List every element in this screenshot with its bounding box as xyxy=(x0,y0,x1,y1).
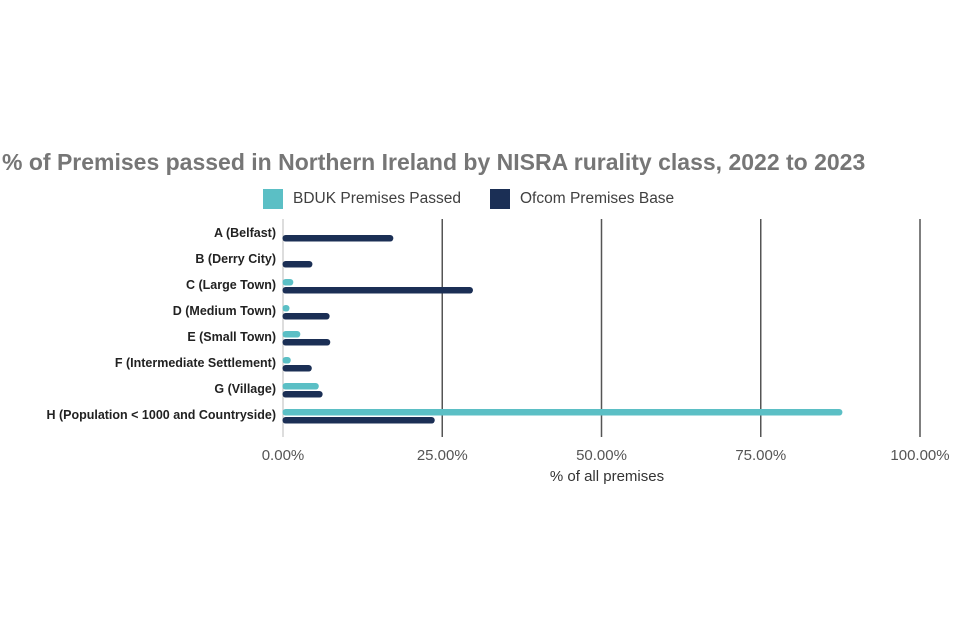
legend-swatch-ofcom xyxy=(490,189,510,209)
x-tick-labels: 0.00% 25.00% 50.00% 75.00% 100.00% xyxy=(262,447,950,464)
bar-ofcom-premises-base-b-derry-city xyxy=(282,261,313,268)
category-label: C (Large Town) xyxy=(186,278,276,292)
x-tick-label: 75.00% xyxy=(735,447,786,464)
bar-ofcom-premises-base-c-large-town xyxy=(282,287,473,294)
category-label: E (Small Town) xyxy=(187,330,276,344)
x-tick-label: 100.00% xyxy=(890,447,949,464)
category-label: D (Medium Town) xyxy=(173,304,276,318)
bar-ofcom-premises-base-h-population-1000-and-countryside xyxy=(282,417,435,424)
category-label: A (Belfast) xyxy=(214,226,276,240)
category-labels: A (Belfast) B (Derry City) C (Large Town) D… xyxy=(46,226,276,422)
bar-ofcom-premises-base-a-belfast xyxy=(282,235,394,242)
legend-swatch-bduk xyxy=(263,189,283,209)
legend-label-bduk: BDUK Premises Passed xyxy=(293,190,461,207)
bar-bduk-premises-passed-g-village xyxy=(282,383,319,390)
legend-item-bduk: BDUK Premises Passed xyxy=(263,187,461,211)
bar-ofcom-premises-base-g-village xyxy=(282,391,323,398)
bar-bduk-premises-passed-f-intermediate-settlement xyxy=(282,357,291,364)
legend-item-ofcom: Ofcom Premises Base xyxy=(490,187,674,211)
category-label: G (Village) xyxy=(214,382,276,396)
bar-ofcom-premises-base-d-medium-town xyxy=(282,313,330,320)
x-tick-label: 0.00% xyxy=(262,447,305,464)
bar-bduk-premises-passed-c-large-town xyxy=(282,279,294,286)
x-tick-label: 25.00% xyxy=(417,447,468,464)
x-tick-label: 50.00% xyxy=(576,447,627,464)
legend-label-ofcom: Ofcom Premises Base xyxy=(520,190,675,207)
bar-bduk-premises-passed-e-small-town xyxy=(282,331,301,338)
bar-bduk-premises-passed-d-medium-town xyxy=(282,305,290,312)
category-label: F (Intermediate Settlement) xyxy=(115,356,276,370)
gridlines xyxy=(282,219,921,437)
bars xyxy=(282,235,843,424)
category-label: B (Derry City) xyxy=(195,252,276,266)
x-axis-title: % of all premises xyxy=(550,468,664,485)
bar-bduk-premises-passed-h-population-1000-and-countryside xyxy=(282,409,843,416)
bar-ofcom-premises-base-e-small-town xyxy=(282,339,331,346)
chart-title: % of Premises passed in Northern Ireland… xyxy=(2,149,866,175)
bar-ofcom-premises-base-f-intermediate-settlement xyxy=(282,365,312,372)
category-label: H (Population < 1000 and Countryside) xyxy=(46,408,276,422)
